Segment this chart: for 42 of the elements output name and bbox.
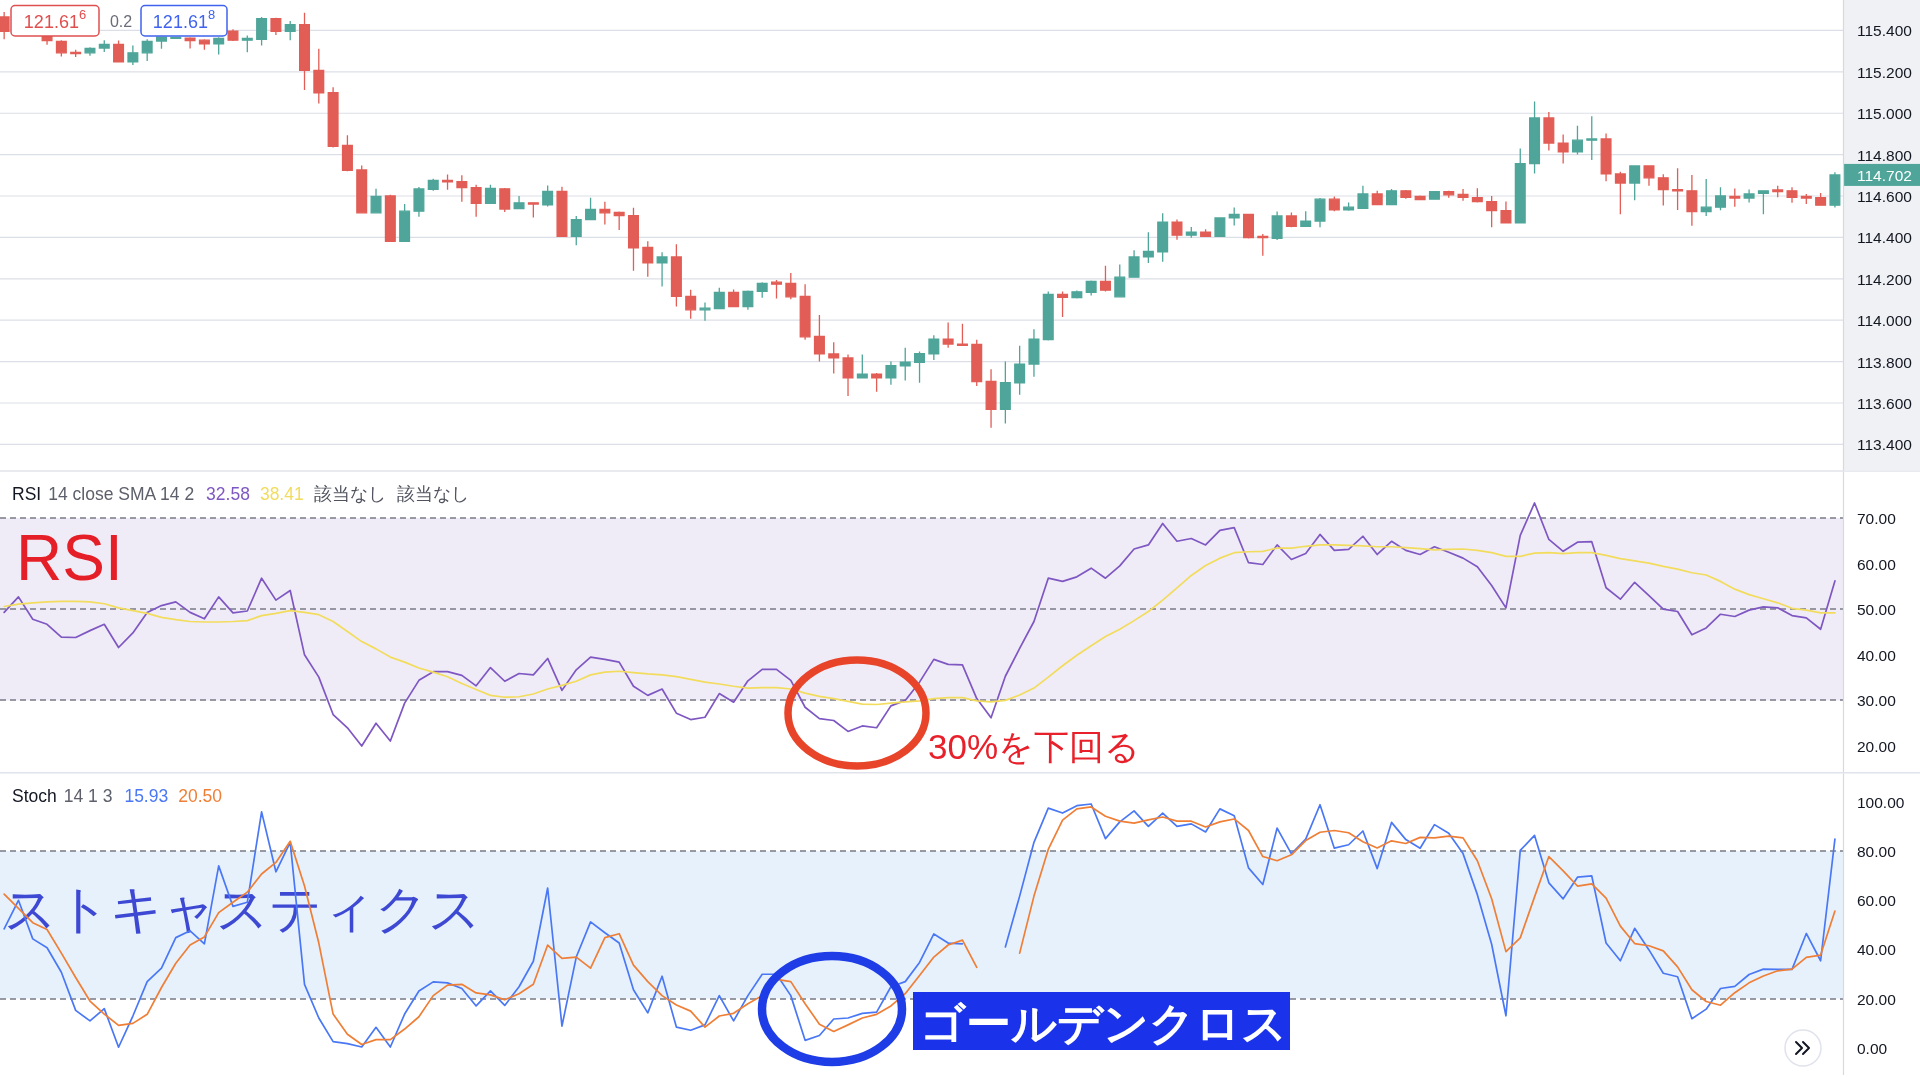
tick-label: 114.600 [1857,187,1912,205]
subtitle: 14 1 3 [63,786,113,806]
tick-label: 113.800 [1857,353,1912,371]
tick-label: 113.400 [1857,435,1912,453]
annotation: 121.61$^{8}$ [152,6,216,32]
annotation: 114.702 [1844,163,1920,186]
tick-label: 113.600 [1857,394,1912,412]
tick-label: 0.00 [1857,1039,1888,1057]
tick-label: 114.200 [1857,270,1912,288]
tick-label: 40.00 [1857,940,1896,958]
annotation: 該当なし [396,484,469,504]
tick-label: 70.00 [1857,509,1896,527]
tick-label: 115.400 [1857,21,1912,39]
annotation: 0.2 [109,12,133,30]
annotation: 該当なし [313,484,386,504]
tick-label: 114.000 [1857,311,1912,329]
tick-label: 80.00 [1857,842,1896,860]
legend-label: 32.58 [206,484,250,504]
tick-label: 40.00 [1857,646,1896,664]
tick-label: 20.00 [1857,990,1896,1008]
annotation: 121.61$^{6}$ [10,4,100,37]
legend-label: 20.50 [178,786,222,806]
tick-label: 100.00 [1857,793,1905,811]
tick-label: 115.000 [1857,104,1912,122]
legend-label: 38.41 [259,484,304,504]
tick-label: 30.00 [1857,691,1896,709]
annotation: 121.61$^{8}$ [140,4,228,37]
tick-label: 60.00 [1857,891,1896,909]
title: RSI [12,484,42,504]
annotation: 121.61$^{6}$ [23,6,87,32]
legend-label: 15.93 [124,786,169,806]
title: Stoch [12,786,57,806]
tick-label: 115.200 [1857,63,1912,81]
tick-label: 50.00 [1857,600,1896,618]
annotation: RSI [16,522,123,594]
tick-label: 114.400 [1857,228,1912,246]
tick-label: 114.800 [1857,146,1912,164]
tick-label: 20.00 [1857,737,1896,755]
tick-label: 60.00 [1857,555,1896,573]
annotation: ゴールデンクロス [913,992,1290,1050]
subtitle: 14 close SMA 14 2 [48,484,195,504]
annotation: 30%を下回る [928,727,1141,766]
